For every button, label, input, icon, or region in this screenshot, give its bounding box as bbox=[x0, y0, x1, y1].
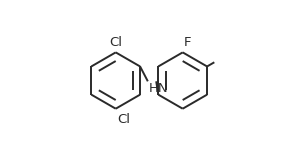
Text: Cl: Cl bbox=[117, 113, 130, 126]
Text: Cl: Cl bbox=[109, 36, 122, 49]
Text: F: F bbox=[183, 36, 191, 49]
Text: HN: HN bbox=[149, 82, 168, 95]
